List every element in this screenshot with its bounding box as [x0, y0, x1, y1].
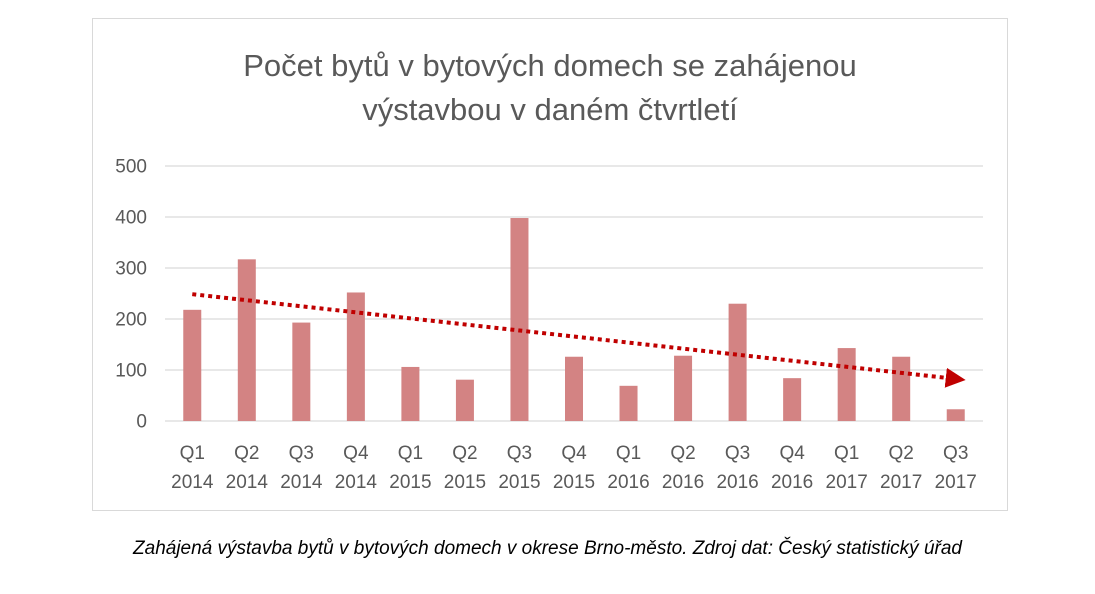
chart-title-line-1: Počet bytů v bytových domech se zahájeno…	[243, 48, 857, 83]
x-tick-label-Q4-2015-line-1: Q4	[561, 443, 587, 464]
bar-Q1-2014	[183, 309, 202, 421]
y-tick-label-100: 100	[115, 361, 147, 382]
y-tick-label-400: 400	[115, 208, 147, 229]
x-tick-label-Q3-2016-line-1: Q3	[725, 443, 750, 464]
x-tick-label-Q1-2015-line-1: Q1	[398, 443, 423, 464]
bar-Q4-2015	[565, 356, 583, 421]
bar-Q2-2017	[892, 356, 911, 421]
y-tick-label-200: 200	[115, 310, 147, 331]
x-tick-label-Q1-2014-line-1: Q1	[180, 443, 205, 464]
chart-title: Počet bytů v bytových domech se zahájeno…	[92, 44, 1008, 132]
x-tick-label-Q1-2016-line-2: 2016	[607, 472, 649, 493]
x-tick-label-Q3-2014-line-1: Q3	[289, 443, 314, 464]
x-tick-label-Q2-2016-line-1: Q2	[670, 443, 695, 464]
x-tick-label-Q1-2017-line-2: 2017	[826, 472, 868, 493]
x-tick-label-Q2-2014-line-1: Q2	[234, 443, 259, 464]
bar-Q3-2017	[946, 409, 965, 421]
bar-Q1-2017	[837, 348, 856, 421]
bar-Q1-2015	[401, 366, 420, 421]
x-tick-label-Q2-2017-line-1: Q2	[889, 443, 914, 464]
x-tick-label-Q4-2014-line-2: 2014	[335, 472, 378, 493]
y-tick-label-300: 300	[115, 259, 147, 280]
x-tick-label-Q1-2017-line-1: Q1	[834, 443, 859, 464]
bar-Q4-2016	[783, 378, 802, 421]
x-tick-label-Q3-2017-line-2: 2017	[935, 472, 977, 493]
x-tick-label-Q3-2014-line-2: 2014	[280, 472, 323, 493]
x-tick-label-Q1-2015-line-2: 2015	[389, 472, 431, 493]
bar-Q3-2014	[292, 322, 311, 421]
y-tick-label-0: 0	[136, 412, 147, 433]
x-tick-label-Q2-2015-line-2: 2015	[444, 472, 486, 493]
bar-Q4-2014	[346, 292, 365, 421]
x-tick-label-Q3-2015-line-1: Q3	[507, 443, 532, 464]
x-tick-label-Q4-2015-line-2: 2015	[553, 472, 595, 493]
x-tick-label-Q3-2016-line-2: 2016	[716, 472, 758, 493]
bar-Q3-2016	[728, 303, 747, 421]
chart-title-line-2: výstavbou v daném čtvrtletí	[362, 92, 738, 127]
figure-caption: Zahájená výstavba bytů v bytových domech…	[133, 538, 962, 559]
bar-Q2-2014	[237, 259, 256, 421]
bar-Q2-2016	[674, 355, 693, 421]
bar-Q3-2015	[510, 218, 529, 421]
trendline	[192, 292, 966, 388]
x-tick-label-Q4-2016-line-1: Q4	[779, 443, 805, 464]
x-tick-label-Q2-2016-line-2: 2016	[662, 472, 704, 493]
x-tick-label-Q2-2017-line-2: 2017	[880, 472, 922, 493]
bar-Q1-2016	[619, 385, 638, 421]
x-tick-label-Q2-2015-line-1: Q2	[452, 443, 477, 464]
x-tick-label-Q4-2016-line-2: 2016	[771, 472, 813, 493]
x-tick-label-Q1-2014-line-2: 2014	[171, 472, 214, 493]
y-tick-label-500: 500	[115, 157, 147, 178]
bar-Q2-2015	[455, 379, 474, 421]
x-tick-label-Q2-2014-line-2: 2014	[226, 472, 269, 493]
x-tick-label-Q3-2017-line-1: Q3	[943, 443, 968, 464]
x-tick-label-Q1-2016-line-1: Q1	[616, 443, 641, 464]
x-tick-label-Q4-2014-line-1: Q4	[343, 443, 369, 464]
x-tick-label-Q3-2015-line-2: 2015	[498, 472, 540, 493]
